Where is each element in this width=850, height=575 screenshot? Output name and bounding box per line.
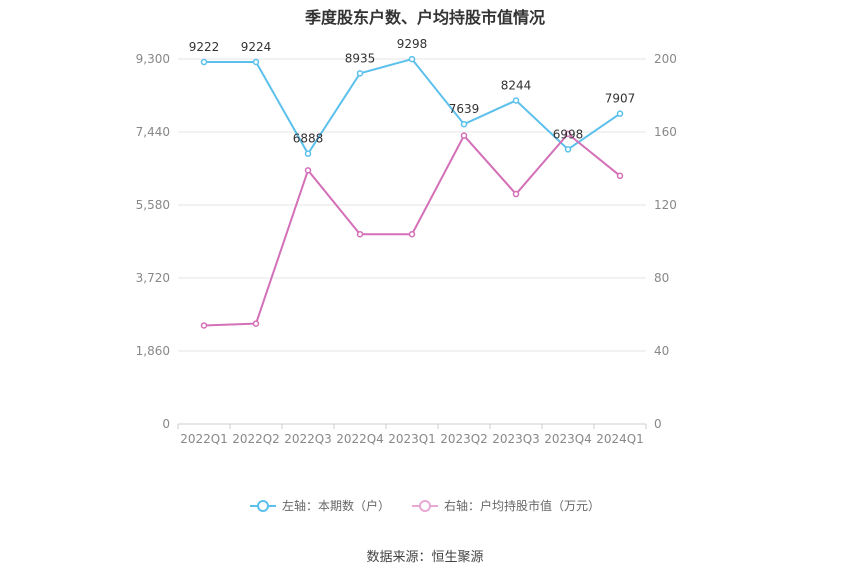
source-note: 数据来源：恒生聚源 <box>366 550 484 565</box>
data-label: 9222 <box>189 40 220 54</box>
series-line-avg-value <box>203 132 621 327</box>
legend: 左轴：本期数（户） 右轴：户均持股市值（万元） <box>0 497 850 514</box>
data-label: 6998 <box>553 127 584 141</box>
data-label: 8244 <box>501 78 532 92</box>
x-tick-label: 2022Q2 <box>232 432 280 446</box>
households-point[interactable] <box>616 110 624 117</box>
right-tick-label: 40 <box>654 344 669 358</box>
x-tick-label: 2023Q3 <box>492 432 540 446</box>
avg-value-point[interactable] <box>564 130 572 138</box>
left-tick-label: 1,860 <box>136 344 170 358</box>
avg-value-point[interactable] <box>252 320 260 327</box>
avg-value-point[interactable] <box>200 322 208 329</box>
households-point[interactable] <box>356 70 364 77</box>
left-tick-label: 0 <box>162 417 170 431</box>
legend-item-left-series[interactable]: 左轴：本期数（户） <box>249 497 390 514</box>
x-tick-label: 2023Q1 <box>388 432 436 446</box>
data-label: 8935 <box>345 51 376 65</box>
legend-item-right-series[interactable]: 右轴：户均持股市值（万元） <box>412 497 600 514</box>
right-tick-label: 120 <box>654 198 677 212</box>
chart-title: 季度股东户数、户均持股市值情况 <box>304 8 545 27</box>
x-tick-label: 2024Q1 <box>596 432 644 446</box>
data-label: 7639 <box>449 102 480 116</box>
right-tick-label: 200 <box>654 52 677 66</box>
left-tick-label: 5,580 <box>136 198 170 212</box>
avg-value-point[interactable] <box>408 230 416 238</box>
right-tick-label: 160 <box>654 125 677 139</box>
data-label: 9298 <box>397 37 428 51</box>
avg-value-point[interactable] <box>512 190 520 198</box>
left-tick-label: 3,720 <box>136 271 170 285</box>
data-label: 7907 <box>605 92 636 106</box>
legend-swatch-pink-icon <box>412 499 438 513</box>
x-tick-label: 2022Q3 <box>284 432 332 446</box>
households-point[interactable] <box>460 120 468 128</box>
right-tick-label: 0 <box>654 417 662 431</box>
households-point[interactable] <box>408 55 416 63</box>
x-tick-label: 2022Q4 <box>336 432 384 446</box>
legend-swatch-blue-icon <box>249 499 276 513</box>
households-point[interactable] <box>512 97 520 104</box>
avg-value-point[interactable] <box>460 132 468 139</box>
households-point[interactable] <box>564 146 572 153</box>
left-tick-label: 9,300 <box>136 52 170 66</box>
households-point[interactable] <box>200 58 208 66</box>
data-label: 6888 <box>293 132 324 146</box>
x-tick-label: 2022Q1 <box>180 432 228 446</box>
right-tick-label: 80 <box>654 271 669 285</box>
data-label: 9224 <box>241 40 272 54</box>
avg-value-point[interactable] <box>304 167 312 174</box>
x-tick-label: 2023Q2 <box>440 432 488 446</box>
legend-label-right-series: 右轴：户均持股市值（万元） <box>444 499 601 513</box>
avg-value-point[interactable] <box>356 230 364 238</box>
households-point[interactable] <box>252 58 260 66</box>
left-tick-label: 7,440 <box>136 125 170 139</box>
avg-value-point[interactable] <box>616 172 624 180</box>
households-point[interactable] <box>304 150 312 157</box>
x-tick-label: 2023Q4 <box>544 432 592 446</box>
legend-label-left-series: 左轴：本期数（户） <box>281 499 390 513</box>
